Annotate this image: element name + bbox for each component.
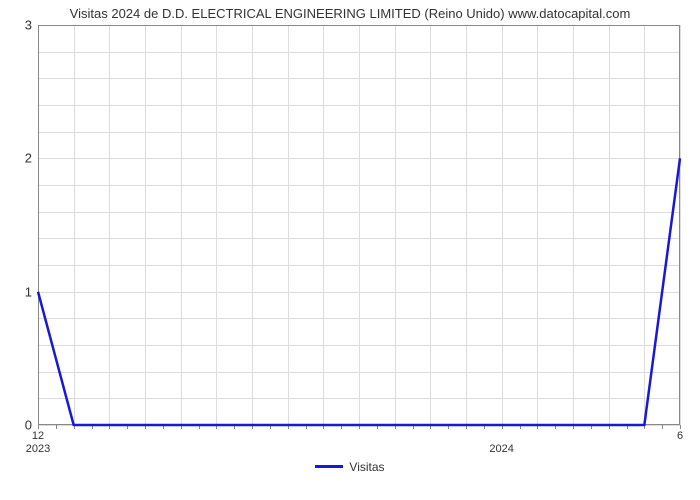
legend-label: Visitas — [349, 460, 384, 474]
series-line — [38, 158, 680, 425]
line-series — [38, 25, 680, 425]
x-minor-tick — [56, 425, 57, 429]
x-tick-label-year: 2023 — [26, 443, 50, 455]
chart-plot-area: 012312620232024 — [38, 25, 680, 425]
x-minor-tick — [38, 425, 39, 429]
y-tick-label: 1 — [8, 284, 32, 299]
chart-title: Visitas 2024 de D.D. ELECTRICAL ENGINEER… — [0, 0, 700, 25]
grid-line-vertical — [680, 25, 681, 425]
legend-swatch — [315, 465, 343, 468]
x-minor-tick — [680, 425, 681, 429]
x-tick-label-month: 12 — [32, 430, 44, 442]
y-tick-label: 0 — [8, 418, 32, 433]
x-minor-tick — [662, 425, 663, 429]
legend: Visitas — [0, 459, 700, 474]
y-tick-label: 2 — [8, 151, 32, 166]
y-tick-label: 3 — [8, 18, 32, 33]
x-tick-label-year: 2024 — [489, 443, 513, 455]
chart-container: Visitas 2024 de D.D. ELECTRICAL ENGINEER… — [0, 0, 700, 500]
x-tick-label-month: 6 — [677, 430, 683, 442]
